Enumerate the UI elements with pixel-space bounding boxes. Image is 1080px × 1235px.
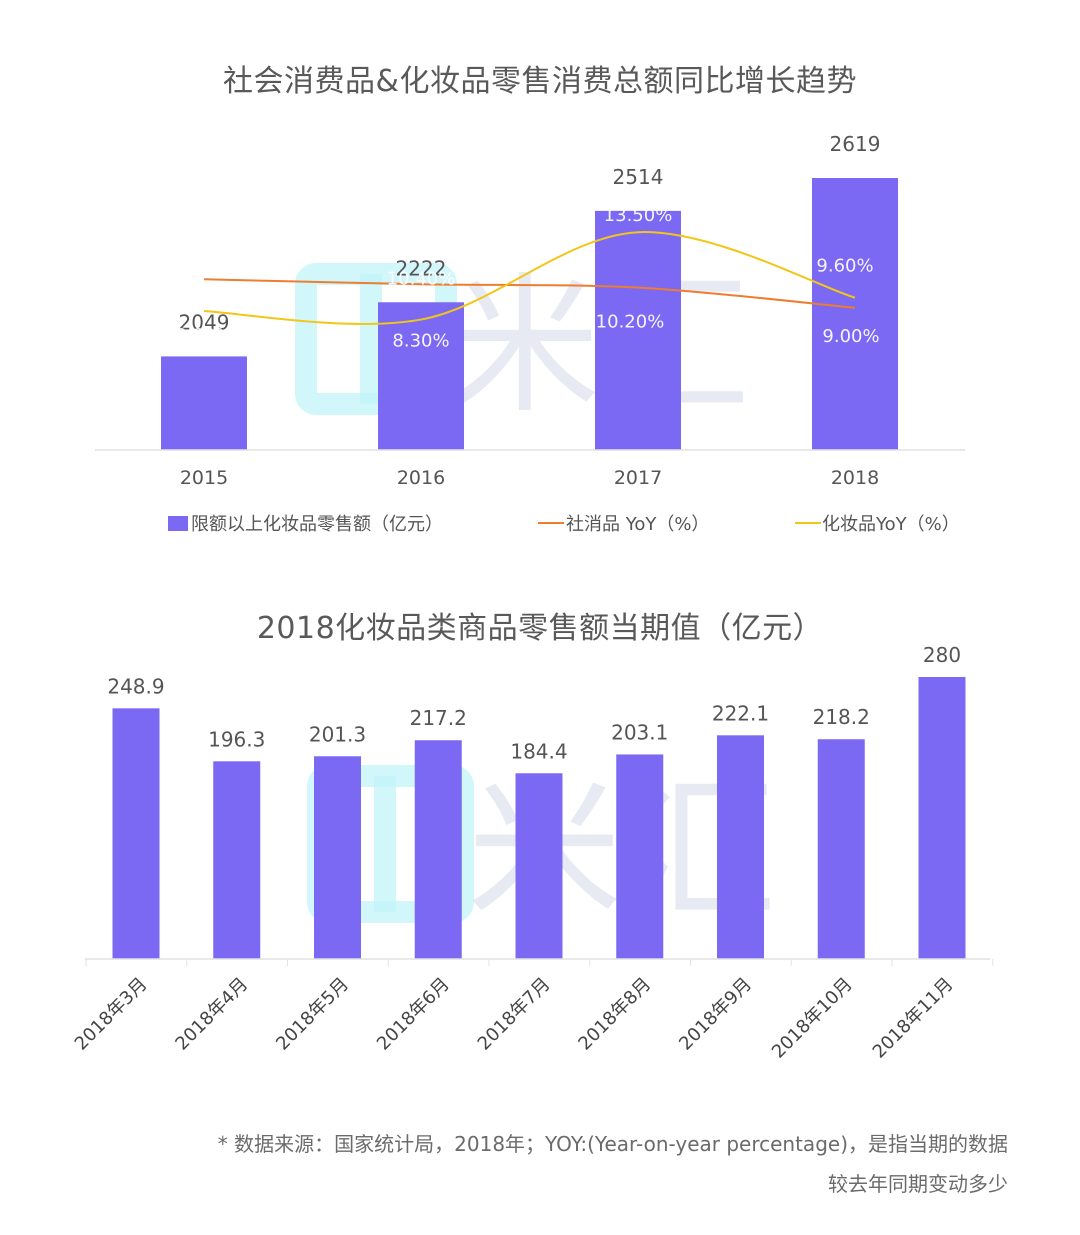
chart1-line-cosmetics: [203, 231, 856, 325]
chart1-bar-value: 2619: [830, 132, 881, 156]
chart2-x-label: 2018年6月: [373, 974, 454, 1055]
footnote: * 数据来源：国家统计局，2018年；YOY:(Year-on-year per…: [218, 1124, 1008, 1204]
chart1-cosmetics-yoy-label: 8.80%: [175, 325, 232, 346]
chart2-x-label: 2018年5月: [272, 974, 353, 1055]
chart2-x-label: 2018年3月: [71, 974, 152, 1055]
legend-line1-label: 社消品 YoY（%）: [566, 514, 709, 535]
chart1-line-social: [203, 278, 856, 309]
chart2-bar-6: [616, 754, 664, 959]
chart1-bar-2016: [378, 302, 464, 450]
chart2-bar-value: 280: [923, 643, 961, 667]
chart2-x-label: 2018年9月: [675, 974, 756, 1055]
chart1-x-label: 2016: [397, 467, 445, 489]
chart2-bar-1: [112, 708, 160, 959]
chart1-cosmetics-yoy-label: 9.60%: [816, 256, 873, 277]
legend-bar-label: 限额以上化妆品零售额（亿元）: [191, 514, 443, 535]
chart1-bar-value: 2222: [396, 256, 447, 280]
chart1-cosmetics-yoy-label: 8.30%: [392, 331, 449, 352]
chart1-legend: 限额以上化妆品零售额（亿元） 社消品 YoY（%） 化妆品YoY（%）: [168, 514, 960, 535]
chart2-bar-value: 196.3: [208, 727, 265, 751]
footnote-line1: * 数据来源：国家统计局，2018年；YOY:(Year-on-year per…: [217, 1132, 1008, 1156]
chart2-bar-7: [717, 735, 764, 959]
chart2-bar-value: 203.1: [611, 720, 668, 744]
chart2-bar-value: 218.2: [813, 705, 870, 729]
chart2-x-label: 2018年10月: [768, 974, 857, 1063]
chart2-bar-9: [918, 677, 966, 959]
chart2-title: 2018化妆品类商品零售额当期值（亿元）: [256, 611, 824, 646]
chart1-title: 社会消费品&化妆品零售消费总额同比增长趋势: [223, 64, 857, 99]
chart1-bar-2015: [161, 356, 247, 450]
chart2-bar-value: 217.2: [410, 706, 467, 730]
chart2-bar-4: [414, 740, 462, 959]
chart1-bar-value: 2049: [179, 310, 230, 334]
footnote-line2: 较去年同期变动多少: [828, 1172, 1008, 1196]
chart1-social-yoy-label: 10.70%: [170, 291, 239, 312]
chart1-bar-2018: [812, 178, 898, 450]
chart1-bar-value: 2514: [613, 165, 664, 189]
chart2-x-label: 2018年11月: [869, 974, 958, 1063]
chart1-bar-2017: [595, 210, 681, 450]
chart2-bar-2: [213, 761, 261, 959]
chart2-x-label: 2018年8月: [574, 974, 655, 1055]
chart1-social-yoy-label: 10.40%: [387, 268, 456, 289]
chart2-x-label: 2018年7月: [474, 974, 555, 1055]
chart2-bar-value: 184.4: [510, 739, 567, 763]
chart2-bar-8: [817, 739, 865, 959]
chart2-bar-value: 201.3: [309, 722, 366, 746]
chart1-x-label: 2017: [614, 467, 662, 489]
chart1-svg: 2049 2222 2514 2619 10.70% 10.40% 10.20% 9.00% 8…: [95, 132, 965, 535]
legend-bar-swatch: [168, 516, 188, 531]
chart1-x-label: 2015: [180, 467, 228, 489]
chart2-bar-value: 248.9: [107, 674, 164, 698]
chart1-social-yoy-label: 10.20%: [596, 312, 665, 333]
chart2-bar-3: [314, 756, 361, 959]
chart1-cosmetics-yoy-label: 13.50%: [604, 205, 673, 226]
legend-line2-label: 化妆品YoY（%）: [822, 514, 960, 535]
chart2-x-label: 2018年4月: [171, 974, 252, 1055]
chart1-x-label: 2018: [831, 467, 879, 489]
chart2-bar-5: [515, 773, 563, 959]
chart2-bar-value: 222.1: [712, 701, 769, 725]
chart1-social-yoy-label: 9.00%: [822, 326, 879, 347]
